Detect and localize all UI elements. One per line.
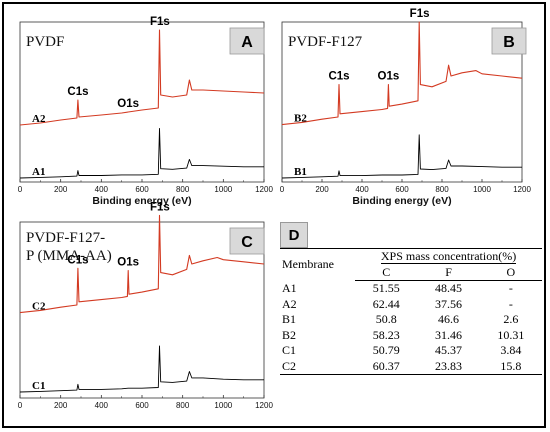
column-header: O [479,264,542,281]
x-tick-label: 0 [280,185,285,194]
x-tick-label: 600 [135,185,149,194]
x-tick-label: 400 [95,401,109,410]
panel-label: C [241,234,253,251]
panel-label: D [280,222,308,248]
table-cell: 15.8 [479,358,542,375]
table-row: C1 50.79 45.37 3.84 [280,343,542,359]
chart-title: P (MMA-AA) [26,248,112,264]
x-tick-label: 1000 [473,185,491,194]
peak-label: F1s [410,8,430,20]
table-cell: 31.46 [435,327,463,342]
table-cell: 10.31 [497,327,525,342]
peak-label: O1s [117,256,139,268]
series-label: A2 [32,113,46,125]
panel-label: A [241,34,253,51]
table-cell: 62.44 [372,296,400,311]
x-tick-label: 800 [176,185,190,194]
table-cell: 60.37 [355,358,418,375]
x-tick-label: 800 [176,401,190,410]
peak-label: F1s [150,201,170,213]
peak-label: C1s [67,86,88,98]
series-line [281,21,523,126]
table-cell: 23.83 [417,358,480,375]
x-tick-label: 600 [395,185,409,194]
x-tick-label: 400 [95,185,109,194]
x-tick-label: 200 [54,185,68,194]
table-cell: 2.6 [503,312,519,326]
table-cell: 51.55 [372,281,400,295]
peak-label: C1s [67,254,88,266]
table-cell: 50.79 [372,343,400,357]
column-header: Membrane [280,248,356,281]
series-label: B2 [294,113,307,125]
table-cell: 46.6 [438,312,460,326]
table-cell: 37.56 [435,296,463,311]
table-cell: 58.23 [372,327,400,342]
series-label: C1 [32,380,45,392]
peak-label: F1s [150,16,170,28]
table-row: B2 58.23 31.46 10.31 [280,328,542,344]
xps-table: Membrane XPS mass concentration(%) C F O… [280,248,542,375]
series-label: C2 [32,301,46,313]
chart-title: PVDF-F127- [26,230,105,246]
table-cell: C1 [282,343,297,357]
panel-label-box [491,27,527,55]
table-cell: 50.8 [375,312,397,326]
table-row: C2 60.37 23.83 15.8 [280,358,542,375]
x-tick-label: 200 [315,185,329,194]
series-line [19,29,265,126]
peak-label: C1s [328,71,349,83]
x-tick-label: 1200 [255,185,273,194]
series-label: B1 [294,166,307,178]
table-row: A1 51.55 48.45 - [280,281,542,297]
table-row: A2 62.44 37.56 - [280,297,542,313]
table-cell: 3.84 [500,343,522,357]
table-cell: - [508,296,513,311]
x-axis-label: Binding energy (eV) [352,195,451,207]
series-line [281,134,522,179]
chart-title: PVDF [26,34,64,50]
table-cell: B1 [282,312,297,326]
table-cell: - [508,281,513,295]
x-axis-label: Binding energy (eV) [92,195,191,207]
series-line [19,127,264,179]
column-header: F [417,264,480,281]
x-tick-label: 800 [435,185,449,194]
x-tick-label: 200 [54,401,68,410]
x-tick-label: 0 [18,401,23,410]
peak-label: O1s [117,98,139,110]
table-cell: C2 [280,358,356,375]
series-label: A1 [32,166,45,178]
x-tick-label: 0 [18,185,23,194]
x-tick-label: 1200 [513,185,531,194]
table-row: B1 50.8 46.6 2.6 [280,312,542,328]
table-cell: 45.37 [435,343,463,357]
panel-label: B [503,34,515,51]
series-line [19,214,265,314]
group-header: XPS mass concentration(%) [355,248,542,265]
x-tick-label: 1000 [214,401,232,410]
panel-label-box [229,227,265,255]
table-cell: A1 [282,280,297,295]
series-line [19,345,264,393]
x-tick-label: 600 [135,401,149,410]
panel-label-box [229,27,265,55]
chart-title: PVDF-F127 [288,34,363,50]
peak-label: O1s [378,71,400,83]
x-tick-label: 1200 [255,401,273,410]
table-cell: A2 [282,296,297,311]
column-header: C [355,264,418,281]
table-cell: B2 [282,327,297,342]
x-tick-label: 1000 [214,185,232,194]
figure-frame [2,2,546,428]
x-tick-label: 400 [355,185,369,194]
table-cell: 48.45 [435,281,463,295]
